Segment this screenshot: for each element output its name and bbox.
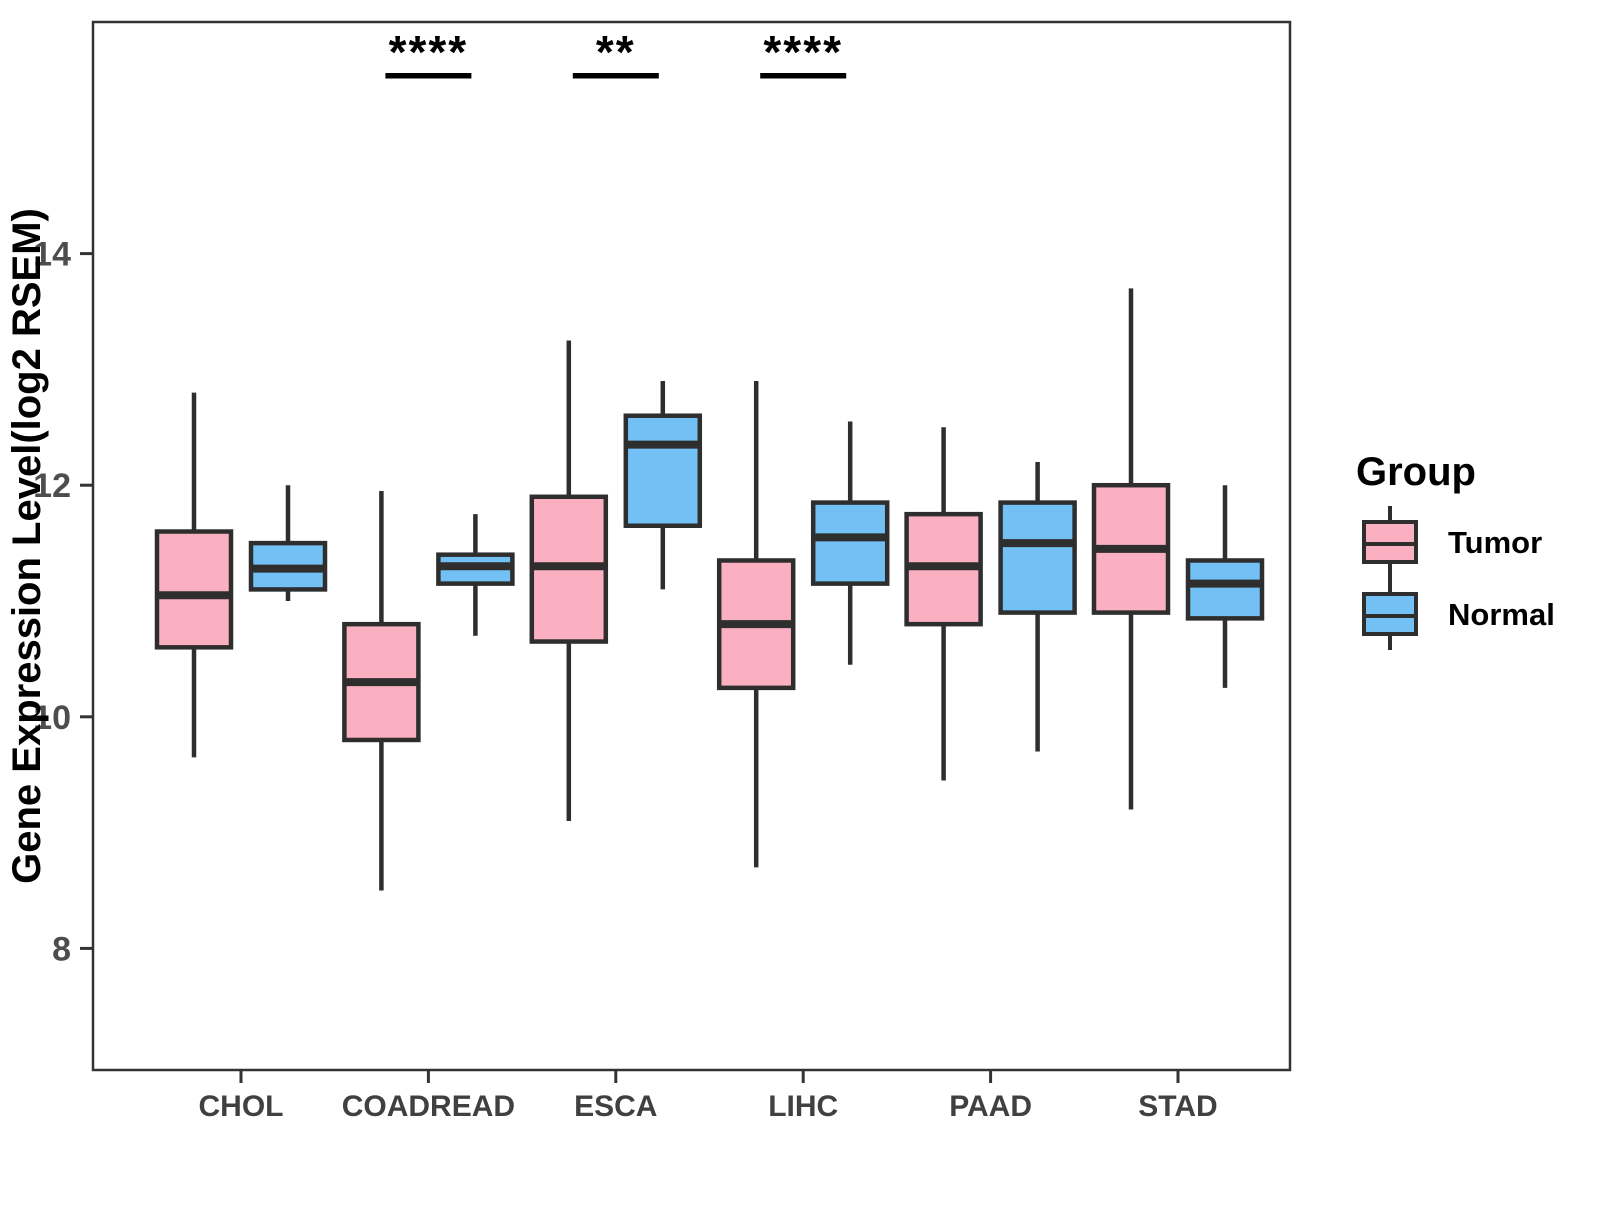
box-lihc-normal xyxy=(810,500,890,586)
y-axis: 8 10 12 14 xyxy=(33,236,93,968)
y-tick-label-8: 8 xyxy=(52,930,71,968)
x-axis: CHOL COADREAD ESCA LIHC PAAD STAD xyxy=(199,1070,1218,1123)
sig-label-lihc: **** xyxy=(763,26,843,78)
y-tick-label-12: 12 xyxy=(33,467,71,505)
legend-title: Group xyxy=(1356,450,1476,494)
legend-entry-tumor: Tumor xyxy=(1362,506,1542,578)
y-tick-label-10: 10 xyxy=(33,699,71,737)
x-tick-label-stad: STAD xyxy=(1138,1090,1217,1123)
y-axis-title: Gene Expression Level(log2 RSEM) xyxy=(5,208,49,884)
legend-label-tumor: Tumor xyxy=(1448,525,1542,560)
x-tick-label-chol: CHOL xyxy=(199,1090,284,1123)
x-tick-label-lihc: LIHC xyxy=(768,1090,838,1123)
legend: Group Tumor Normal xyxy=(1356,450,1555,650)
sig-label-coadread: **** xyxy=(389,26,469,78)
box-chol-tumor xyxy=(154,529,234,650)
legend-entries: Tumor Normal xyxy=(1362,506,1555,650)
box-stad-normal xyxy=(1185,558,1265,621)
sig-underline-coadread xyxy=(385,73,472,79)
box-paad-normal xyxy=(998,500,1077,615)
y-tick-label-14: 14 xyxy=(33,236,71,274)
sig-underline-lihc xyxy=(760,73,847,79)
x-tick-label-paad: PAAD xyxy=(949,1090,1032,1123)
legend-entry-normal: Normal xyxy=(1362,578,1555,650)
legend-label-normal: Normal xyxy=(1448,597,1555,632)
sig-underline-esca xyxy=(572,73,659,79)
significance-annotations: **** ** **** xyxy=(385,26,847,79)
sig-label-esca: ** xyxy=(596,26,636,78)
x-tick-label-coadread: COADREAD xyxy=(342,1090,515,1123)
boxplot-series xyxy=(154,288,1265,891)
x-tick-label-esca: ESCA xyxy=(574,1090,657,1123)
box-esca-normal xyxy=(623,413,703,528)
